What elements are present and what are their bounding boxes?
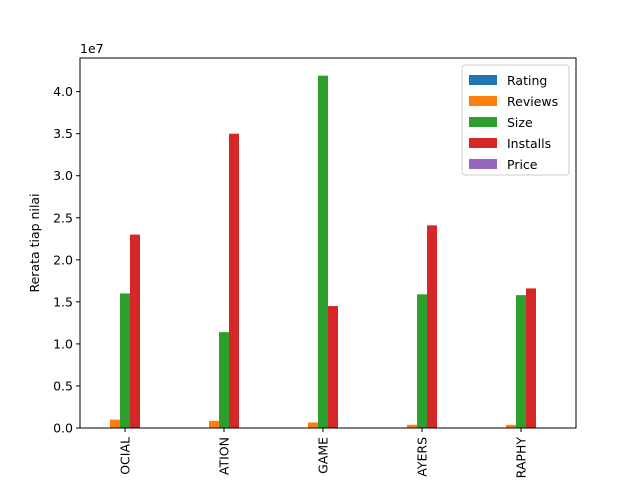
y-axis-offset-text: 1e7: [80, 41, 104, 56]
x-tick-label: RAPHY: [514, 437, 529, 479]
bar-installs-1: [229, 133, 239, 428]
y-axis: 0.0 0.5 1.0 1.5 2.0 2.5 3.0 3.5 4.0: [53, 84, 80, 436]
legend-label-size: Size: [507, 115, 533, 130]
legend-swatch-reviews: [469, 96, 497, 106]
legend-swatch-size: [469, 117, 497, 127]
bar-size-3: [417, 294, 427, 428]
bar-size-2: [318, 75, 328, 428]
x-tick-label: GAME: [316, 437, 331, 474]
y-tick-label: 1.0: [53, 336, 73, 351]
y-axis-label: Rerata tiap nilai: [27, 193, 42, 292]
y-tick-label: 2.5: [53, 210, 73, 225]
bar-installs-0: [130, 234, 140, 428]
y-tick-label: 3.0: [53, 168, 73, 183]
bar-size-0: [120, 293, 130, 428]
y-tick-label: 1.5: [53, 294, 73, 309]
x-tick-label: AYERS: [415, 437, 430, 477]
bar-reviews-1: [209, 420, 219, 428]
bar-reviews-0: [110, 419, 120, 428]
bar-size-4: [516, 295, 526, 428]
legend-label-price: Price: [507, 157, 538, 172]
plot-area-frame: [79, 57, 577, 429]
legend-swatch-price: [469, 159, 497, 169]
legend: Rating Reviews Size Installs Price: [461, 64, 570, 176]
bar-installs-3: [427, 225, 437, 428]
bar-reviews-4: [506, 424, 516, 428]
bar-reviews-2: [308, 422, 318, 428]
y-tick-label: 2.0: [53, 252, 73, 267]
bar-installs-4: [526, 288, 536, 428]
legend-label-reviews: Reviews: [507, 94, 558, 109]
legend-swatch-installs: [469, 138, 497, 148]
bar-reviews-3: [407, 424, 417, 428]
legend-label-rating: Rating: [507, 73, 547, 88]
y-tick-label: 0.0: [53, 421, 73, 436]
y-tick-label: 0.5: [53, 378, 73, 393]
x-axis: OCIAL ATION GAME AYERS RAPHY: [118, 428, 529, 478]
bars-group: [110, 75, 536, 428]
x-tick-label: ATION: [217, 437, 232, 475]
bar-installs-2: [328, 306, 338, 428]
y-tick-label: 3.5: [53, 126, 73, 141]
legend-label-installs: Installs: [507, 136, 551, 151]
legend-swatch-rating: [469, 75, 497, 85]
x-tick-label: OCIAL: [118, 437, 133, 475]
y-tick-label: 4.0: [53, 84, 73, 99]
bar-size-1: [219, 332, 229, 428]
